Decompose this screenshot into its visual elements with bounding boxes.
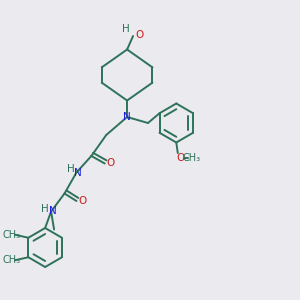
Text: O: O: [78, 196, 86, 206]
Text: CH₃: CH₃: [2, 230, 20, 240]
Text: H: H: [122, 23, 130, 34]
Text: O: O: [136, 29, 144, 40]
Text: N: N: [123, 112, 131, 122]
Text: N: N: [74, 167, 82, 178]
Text: CH₃: CH₃: [2, 255, 20, 265]
Text: O: O: [177, 152, 185, 163]
Text: O: O: [106, 158, 115, 169]
Text: N: N: [49, 206, 56, 217]
Text: CH₃: CH₃: [182, 152, 200, 163]
Text: H: H: [41, 203, 49, 214]
Text: H: H: [67, 164, 74, 175]
